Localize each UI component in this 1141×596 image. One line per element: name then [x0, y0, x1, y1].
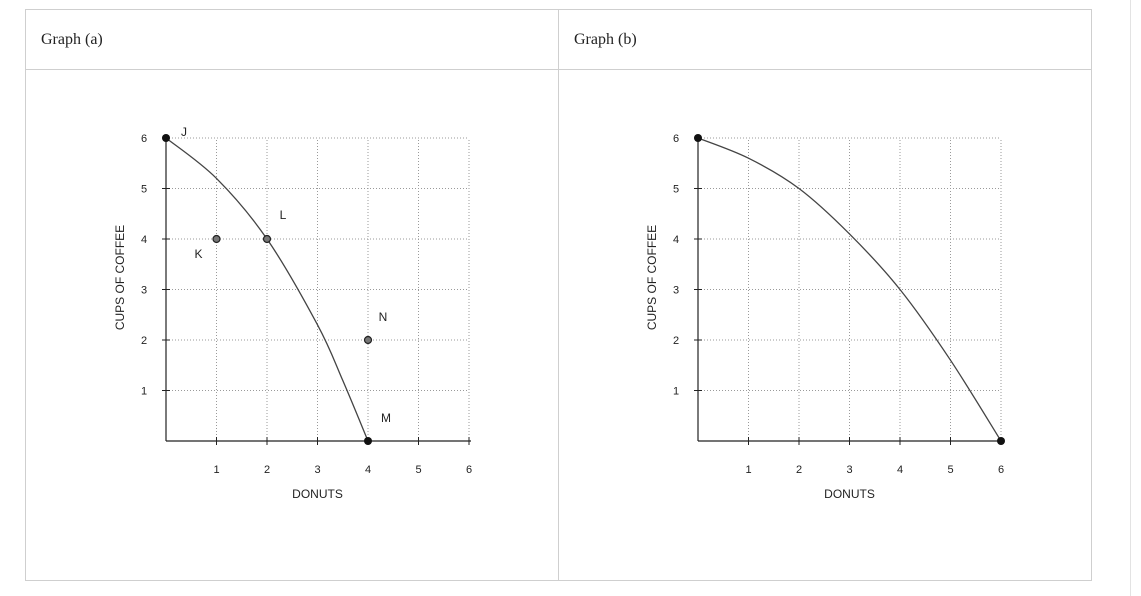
chart-b-y-tick-label: 1 [673, 386, 679, 398]
graph-b-title: Graph (b) [574, 31, 637, 48]
chart-b-y-axis-label: CUPS OF COFFEE [645, 225, 659, 330]
chart-a-point-k [212, 234, 221, 244]
graph-a-panel: Graph (a) [26, 10, 559, 580]
chart-a-x-tick-label: 4 [365, 464, 371, 476]
graph-a-title: Graph (a) [41, 31, 103, 48]
graph-b-header: Graph (b) [559, 10, 1091, 70]
chart-b-ppf-curve [697, 137, 1002, 442]
chart-b-x-tick-label: 1 [745, 464, 751, 476]
chart-a-x-tick-label: 5 [415, 464, 421, 476]
chart-a-y-tick-label: 5 [141, 184, 147, 196]
chart-a-y-tick-label: 1 [141, 386, 147, 398]
chart-a-point-m-label: M [381, 411, 391, 425]
chart-a-x-tick-label: 1 [213, 464, 219, 476]
chart-a-point-j [162, 134, 170, 142]
chart-b-x-axis-label: DONUTS [824, 487, 875, 501]
chart-a-y-tick-label: 2 [141, 335, 147, 347]
chart-a-point-k-label: K [194, 247, 202, 261]
chart-a-x-tick-label: 2 [264, 464, 270, 476]
chart-a-point-l-label: L [280, 208, 287, 222]
chart-b-x-tick-label: 4 [897, 464, 903, 476]
chart-b-y-tick-label: 5 [673, 184, 679, 196]
chart-b-y-tick-label: 6 [673, 133, 679, 145]
chart-b-point [997, 437, 1005, 445]
chart-b-x-tick-label: 2 [796, 464, 802, 476]
chart-a-y-tick-label: 4 [141, 234, 147, 246]
chart-a-y-axis-label: CUPS OF COFFEE [113, 225, 127, 330]
graph-a-header: Graph (a) [26, 10, 558, 70]
graph-table: Graph (a) Graph (b) [25, 9, 1092, 581]
chart-a-ppf-curve [165, 137, 369, 442]
chart-a-point-n-label: N [379, 310, 388, 324]
chart-a-y-tick-label: 3 [141, 285, 147, 297]
chart-b-x-tick-label: 3 [846, 464, 852, 476]
chart-a-x-tick-label: 3 [314, 464, 320, 476]
page-edge [1130, 0, 1131, 596]
chart-a-point-j-label: J [181, 125, 187, 139]
chart-b-y-tick-label: 2 [673, 335, 679, 347]
chart-b-y-tick-label: 4 [673, 234, 679, 246]
chart-a-point-m [364, 437, 372, 445]
chart-a-point-n [363, 335, 373, 345]
chart-a-x-tick-label: 6 [466, 464, 472, 476]
chart-b-y-tick-label: 3 [673, 285, 679, 297]
chart-a-y-tick-label: 6 [141, 133, 147, 145]
chart-b-x-tick-label: 5 [947, 464, 953, 476]
chart-a-x-axis-label: DONUTS [292, 487, 343, 501]
chart-a-point-l [262, 234, 272, 244]
chart-b-x-tick-label: 6 [998, 464, 1004, 476]
chart-b-point [694, 134, 702, 142]
graph-b-panel: Graph (b) [559, 10, 1091, 580]
